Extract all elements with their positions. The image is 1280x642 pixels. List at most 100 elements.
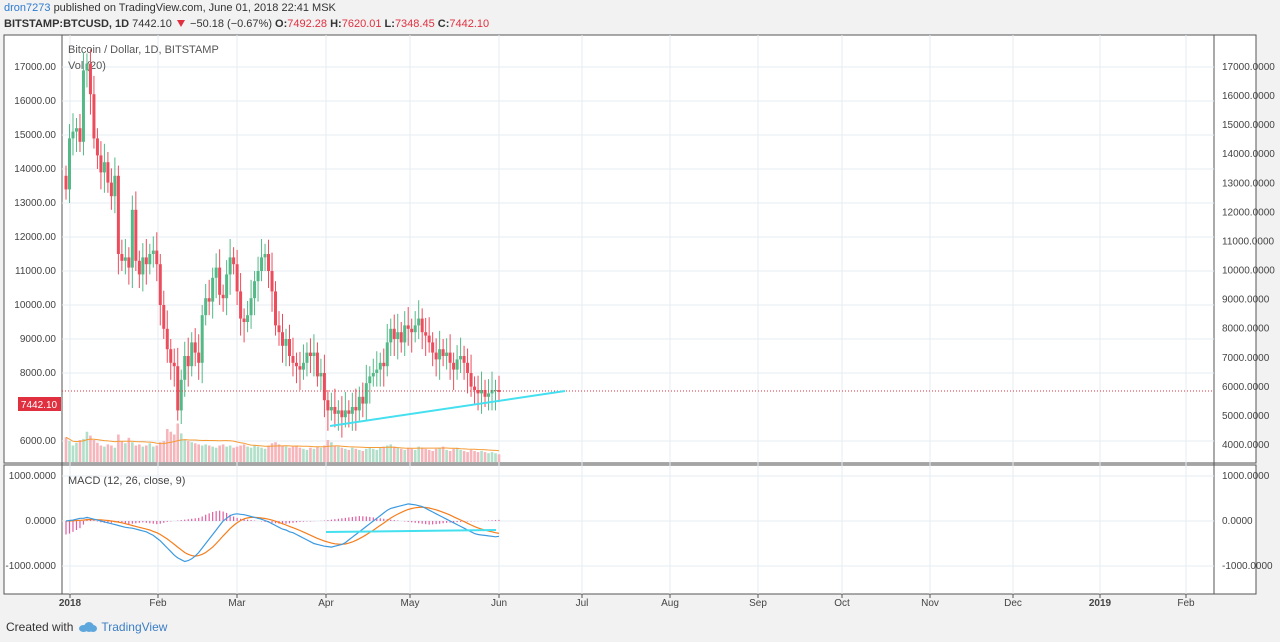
volume-bar: [228, 445, 232, 462]
candle-body: [392, 328, 396, 339]
candle-body: [67, 138, 71, 190]
candle-body: [315, 352, 319, 377]
volume-bar: [337, 446, 340, 462]
y-right-tick-label: 16000.0000: [1222, 91, 1275, 102]
y-left-tick-label: 15000.00: [14, 130, 56, 141]
volume-bar: [218, 445, 221, 462]
candle-body: [417, 318, 421, 326]
volume-bar: [232, 447, 235, 462]
volume-bar: [124, 443, 127, 462]
candle-body: [71, 131, 75, 139]
volume-bar: [448, 451, 452, 462]
volume-bar: [497, 454, 501, 462]
volume-bar: [462, 451, 466, 462]
candle-body: [473, 386, 477, 390]
volume-bar: [323, 445, 326, 462]
volume-bar: [274, 442, 277, 462]
y-left-tick-label: 16000.00: [14, 96, 56, 107]
candle-body: [78, 128, 82, 142]
candle-body: [322, 373, 326, 401]
y-left-tick-label: 12000.00: [14, 232, 56, 243]
candle-body: [410, 328, 414, 333]
volume-bar: [75, 442, 78, 462]
x-tick-label: May: [401, 598, 420, 609]
high-label: H:: [330, 18, 342, 30]
volume-bar: [106, 444, 110, 462]
tradingview-logo[interactable]: TradingView: [79, 620, 167, 634]
candle-body: [281, 332, 284, 346]
candle-body: [434, 352, 438, 360]
macd-right-tick-label: 0.0000: [1222, 516, 1253, 527]
volume-bar: [253, 445, 256, 462]
candle-body: [403, 325, 407, 343]
candle-body: [357, 396, 361, 411]
volume-bar: [186, 441, 190, 462]
volume-bar: [179, 433, 183, 462]
volume-bar: [354, 448, 358, 462]
volume-bar: [295, 445, 298, 462]
volume-bar: [344, 448, 347, 462]
volume-bar: [281, 445, 284, 462]
volume-bar: [64, 437, 68, 462]
candle-body: [263, 254, 267, 258]
volume-bar: [117, 434, 120, 462]
price-trendline: [329, 390, 566, 427]
y-left-tick-label: 11000.00: [15, 266, 56, 277]
candle-body: [130, 209, 134, 268]
candle-body: [462, 356, 466, 363]
volume-bar: [225, 446, 228, 462]
candle-body: [347, 410, 351, 414]
volume-bar: [270, 443, 274, 462]
candle-body: [480, 390, 484, 394]
volume-bar: [207, 445, 211, 462]
candle-body: [312, 352, 316, 356]
volume-bar: [190, 442, 194, 462]
candle-body: [225, 274, 229, 299]
volume-bar: [162, 441, 166, 462]
volume-bar: [155, 445, 159, 462]
candle-body: [186, 356, 190, 367]
volume-bar: [309, 447, 312, 462]
last-price: 7442.10: [132, 18, 172, 30]
volume-bar: [284, 446, 288, 462]
candle-body: [441, 349, 445, 356]
y-left-tick-label: 17000.00: [14, 62, 56, 73]
candle-body: [95, 138, 99, 156]
candle-body: [350, 407, 354, 414]
candle-body: [487, 393, 491, 397]
y-right-tick-label: 4000.0000: [1222, 440, 1270, 451]
candle-body: [340, 410, 344, 418]
macd-right-tick-label: -1000.0000: [1222, 561, 1273, 572]
volume-bar: [396, 447, 400, 462]
close-value: 7442.10: [449, 18, 490, 30]
candle-body: [333, 407, 337, 414]
volume-bar: [375, 449, 379, 462]
volume-bar: [417, 446, 420, 462]
volume-bar: [392, 446, 396, 462]
candle-body: [490, 390, 494, 394]
volume-bar: [351, 447, 354, 462]
last-price-badge: [18, 397, 61, 411]
candle-body: [274, 291, 278, 326]
candle-body: [214, 267, 218, 278]
volume-bar: [455, 447, 459, 462]
candle-body: [85, 63, 89, 71]
volume-bar: [427, 449, 431, 462]
volume-bar: [291, 446, 295, 462]
author-link[interactable]: dron7273: [4, 2, 51, 14]
candle-body: [427, 335, 431, 343]
volume-bar: [347, 449, 351, 462]
low-value: 7348.45: [394, 18, 435, 30]
y-right-tick-label: 8000.0000: [1222, 324, 1270, 335]
volume-bar: [120, 441, 124, 462]
candle-body: [284, 339, 288, 346]
candle-body: [190, 342, 194, 367]
volume-bar: [399, 448, 403, 462]
candle-body: [144, 257, 148, 265]
candle-body: [420, 318, 424, 333]
candle-body: [448, 352, 452, 363]
candle-body: [221, 294, 225, 299]
volume-bar: [340, 447, 344, 462]
created-with-text: Created with: [6, 620, 74, 634]
